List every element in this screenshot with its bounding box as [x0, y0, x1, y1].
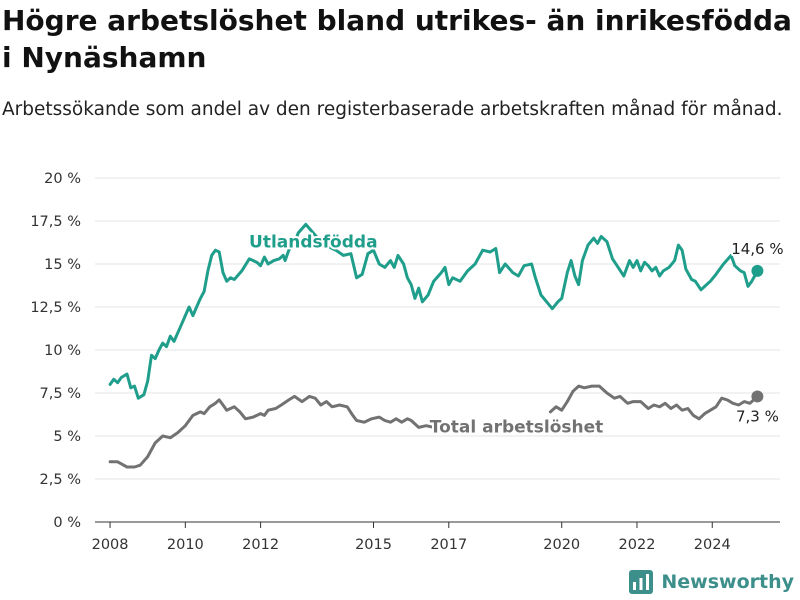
series-end-point-total: [751, 390, 764, 403]
end-value-label-total: 7,3 %: [736, 407, 779, 425]
brand-logo: Newsworthy: [629, 570, 794, 594]
y-tick-label: 7,5 %: [40, 386, 81, 402]
y-tick-label: 17,5 %: [30, 214, 81, 230]
chart-title: Högre arbetslöshet bland utrikes- än inr…: [2, 4, 792, 74]
series-line-total: [108, 384, 759, 469]
y-tick-label: 2,5 %: [40, 472, 81, 488]
x-tick-label: 2017: [430, 537, 467, 550]
line-chart: 0 % 2,5 % 5 % 7,5 % 10 % 12,5 % 15 % 17,5 % 20 %…: [30, 171, 785, 550]
y-tick-label: 15 %: [44, 257, 81, 273]
y-tick-label: 20 %: [44, 171, 81, 187]
series-label-total: Total arbetslöshet: [430, 418, 604, 438]
series-label-utlandsfodda: Utlandsfödda: [249, 233, 378, 253]
y-tick-label: 10 %: [44, 343, 81, 359]
x-tick-label: 2024: [694, 537, 731, 550]
y-tick-label: 0 %: [53, 515, 81, 531]
x-tick-label: 2010: [167, 537, 204, 550]
end-value-label-utlandsfodda: 14,6 %: [731, 240, 783, 258]
y-tick-label: 5 %: [53, 429, 81, 445]
newsworthy-logo-icon: [629, 570, 654, 594]
y-tick-label: 12,5 %: [30, 300, 81, 316]
series-line-utlandsfodda: [108, 222, 759, 400]
chart-subtitle: Arbetssökande som andel av den registerb…: [2, 99, 783, 120]
x-tick-label: 2020: [543, 537, 580, 550]
x-tick-label: 2012: [242, 537, 279, 550]
x-tick-label: 2022: [619, 537, 656, 550]
brand-name: Newsworthy: [661, 571, 794, 593]
series-end-point-utlandsfodda: [751, 264, 764, 277]
x-tick-label: 2008: [92, 537, 129, 550]
x-tick-label: 2015: [355, 537, 392, 550]
